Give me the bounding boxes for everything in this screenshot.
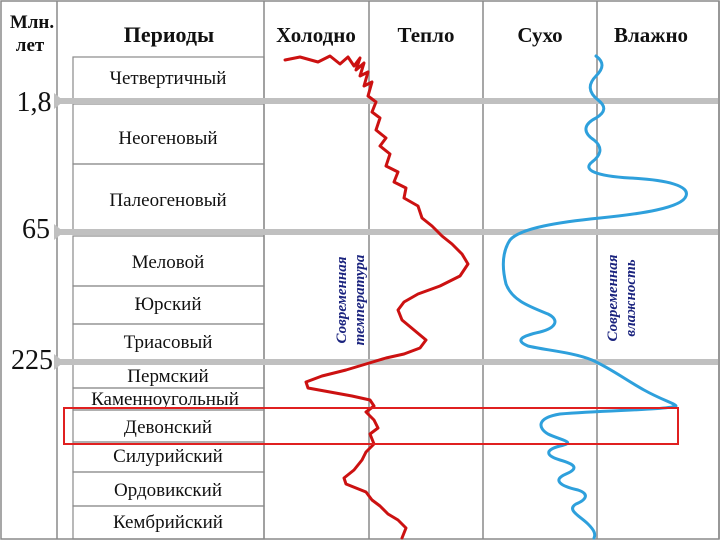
period-name: Силурийский bbox=[113, 446, 223, 467]
age-divider-arrowheads bbox=[54, 93, 64, 370]
annotations: Современная температура Современная влаж… bbox=[334, 254, 639, 345]
period-name: Неогеновый bbox=[118, 128, 217, 149]
period-name: Четвертичный bbox=[110, 68, 227, 89]
header-row: Млн. лет Периоды Холодно Тепло Сухо Влаж… bbox=[10, 12, 688, 56]
age-label-2: 65 bbox=[22, 214, 50, 245]
temperature-annotation-line2: температура bbox=[352, 254, 368, 345]
period-names: Четвертичный Неогеновый Палеогеновый Мел… bbox=[91, 68, 239, 533]
temperature-curve bbox=[283, 54, 470, 540]
period-name: Меловой bbox=[132, 252, 205, 273]
period-name: Триасовый bbox=[124, 332, 213, 353]
wet-header: Влажно bbox=[614, 23, 688, 47]
devonian-highlight-box bbox=[63, 407, 679, 445]
temperature-annotation-line1: Современная bbox=[334, 256, 350, 343]
cold-header: Холодно bbox=[276, 23, 356, 47]
period-name: Девонский bbox=[124, 417, 212, 438]
age-labels: 1,8 65 225 bbox=[11, 87, 53, 376]
age-label-line1: Млн. bbox=[10, 12, 54, 33]
period-name: Ордовикский bbox=[114, 480, 222, 501]
period-name: Каменноугольный bbox=[91, 389, 239, 410]
humidity-annotation-line1: Современная bbox=[605, 254, 621, 341]
arrowhead-3 bbox=[54, 354, 64, 370]
arrowhead-2 bbox=[54, 224, 64, 240]
period-name: Пермский bbox=[127, 366, 208, 387]
age-label-3: 225 bbox=[11, 345, 53, 376]
age-dividers bbox=[60, 98, 718, 365]
age-label-1: 1,8 bbox=[17, 87, 52, 118]
period-name: Юрский bbox=[134, 294, 201, 315]
period-name: Кембрийский bbox=[113, 512, 223, 533]
dry-header: Сухо bbox=[517, 23, 562, 47]
period-name: Палеогеновый bbox=[109, 190, 226, 211]
arrowhead-1 bbox=[54, 93, 64, 109]
warm-header: Тепло bbox=[398, 23, 455, 47]
humidity-curve bbox=[501, 54, 688, 540]
period-box bbox=[72, 505, 265, 540]
periods-header: Периоды bbox=[124, 22, 214, 47]
humidity-annotation-line2: влажность bbox=[623, 259, 639, 336]
age-label-line2: лет bbox=[16, 35, 45, 56]
